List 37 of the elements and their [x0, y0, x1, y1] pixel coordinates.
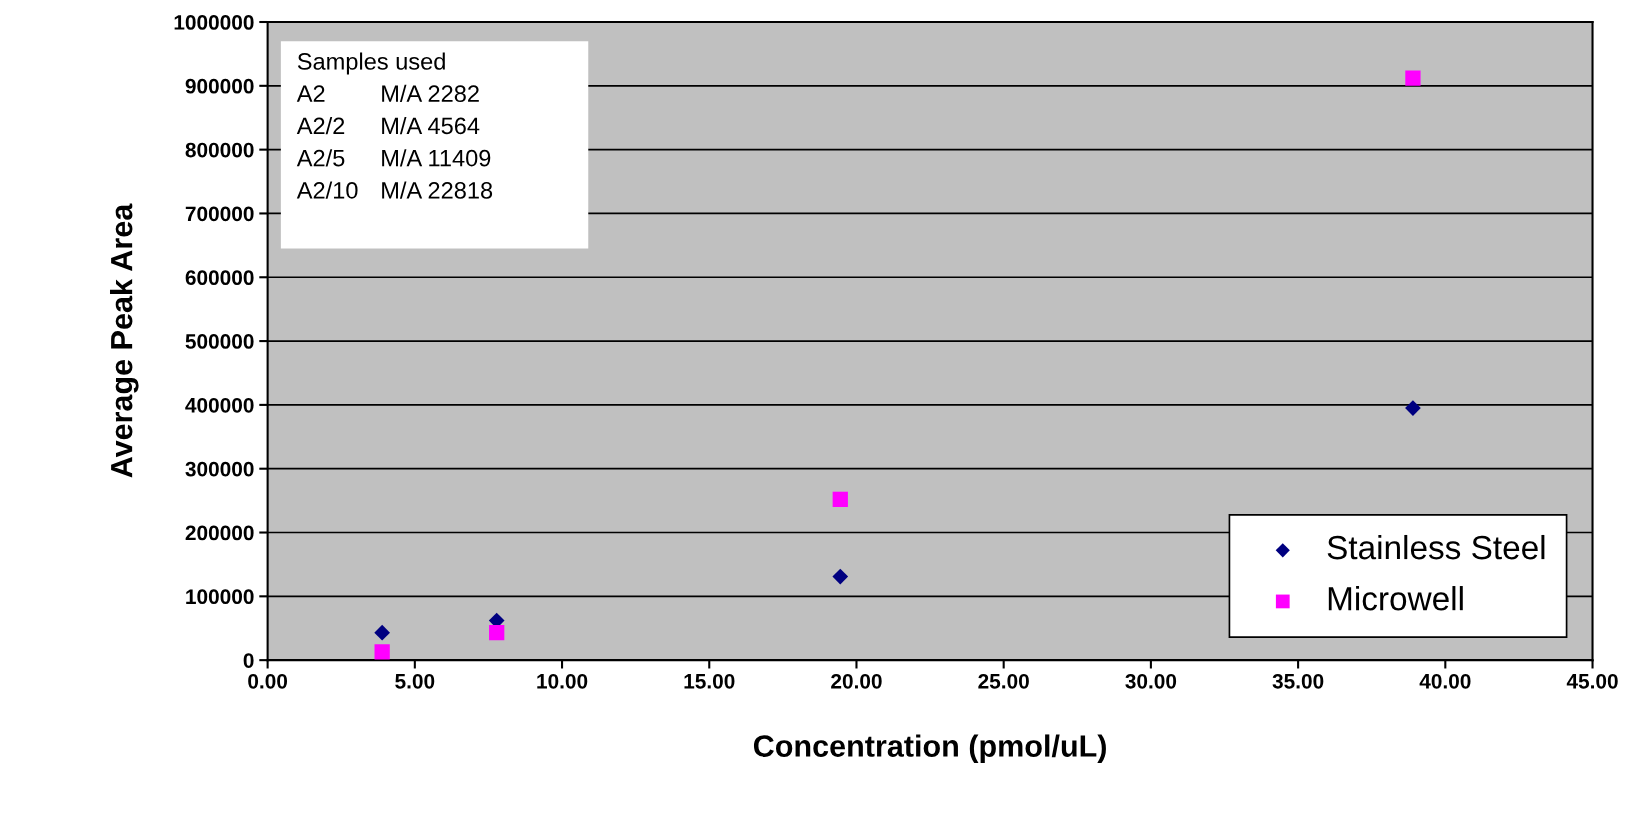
point [1405, 400, 1421, 416]
x-tick-label: 30.00 [1125, 673, 1177, 689]
y-tick-label: 200000 [185, 525, 254, 541]
point [489, 625, 505, 641]
x-tick-label: 0.00 [248, 673, 288, 689]
x-tick-label: 10.00 [537, 673, 588, 689]
y-tick-label: 800000 [185, 142, 254, 158]
point [374, 644, 390, 660]
x-tick-label: 5.00 [395, 673, 435, 689]
y-tick-label: 600000 [185, 270, 254, 286]
y-tick-label: 700000 [185, 206, 254, 222]
y-tick-label: 100000 [186, 589, 254, 605]
x-tick-label: 40.00 [1419, 673, 1471, 689]
x-tick-label: 25.00 [978, 673, 1029, 689]
annotation: A2/10 M/A 22818 [296, 181, 493, 199]
x-tick-label: 35.00 [1272, 673, 1324, 689]
x-axis-title: Concentration (pmol/uL) [753, 734, 1106, 763]
text: A2 M/A 2282 [296, 84, 479, 103]
legend-label: Stainless Steel [1327, 534, 1545, 560]
text: A2/2 M/A 4564 [296, 116, 480, 135]
y-tick-label: 500000 [185, 334, 254, 349]
y-axis-title: Average Peak Area [109, 203, 139, 478]
y-tick-label: 1000000 [174, 15, 254, 30]
y-tick-label: 0 [243, 653, 254, 668]
point [832, 491, 848, 507]
y-tick-label: 900000 [185, 78, 254, 94]
point [832, 568, 849, 585]
annotation: Samples used [297, 52, 445, 75]
legend-label: Microwell [1328, 586, 1463, 611]
x-tick-label: 15.00 [684, 673, 735, 689]
text: A2/5 M/A 11409 [296, 149, 491, 167]
x-tick-label: 20.00 [831, 673, 882, 689]
y-tick-label: 400000 [185, 397, 254, 413]
point [374, 624, 391, 641]
x-tick-label: 45.00 [1566, 673, 1618, 689]
y-tick-label: 300000 [185, 461, 254, 477]
point [1405, 70, 1421, 86]
